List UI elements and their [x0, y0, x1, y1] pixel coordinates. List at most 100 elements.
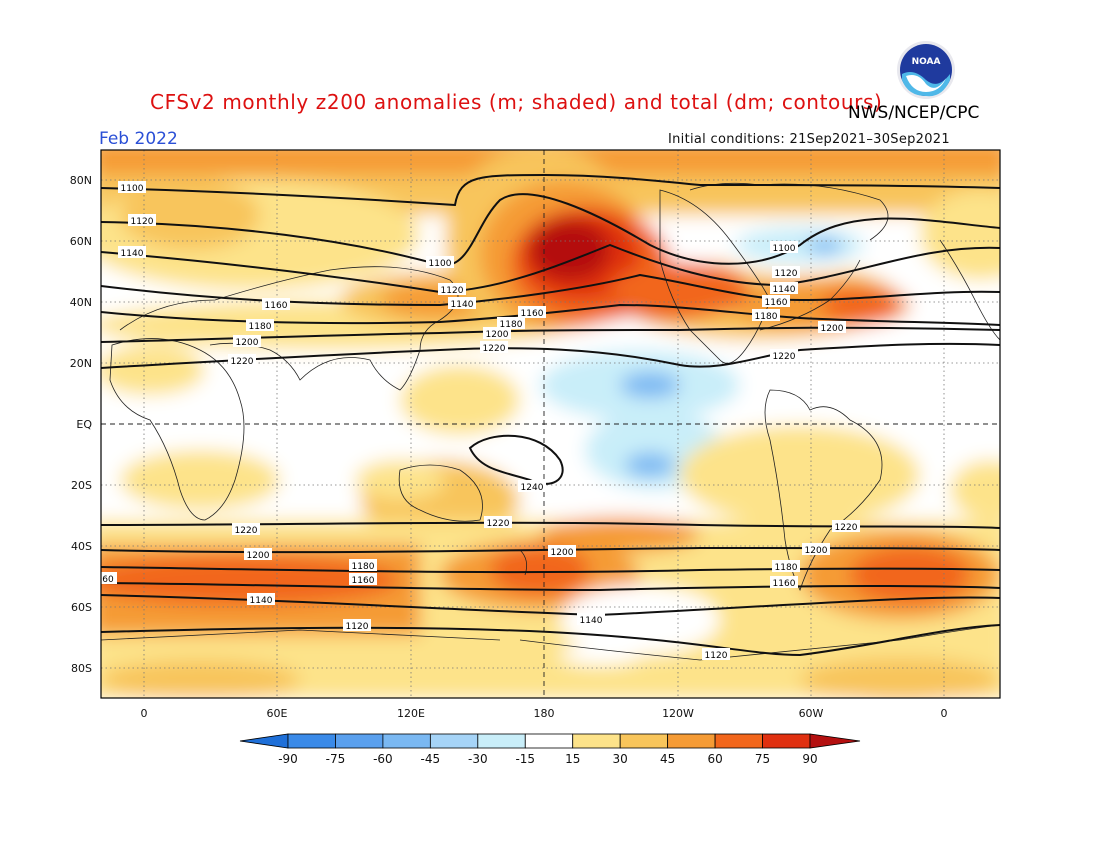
colorbar-tick-label: 45: [660, 752, 675, 766]
noaa-logo: NOAA: [897, 41, 955, 99]
colorbar-tick-label: -75: [326, 752, 346, 766]
contour-label: 1220: [228, 354, 256, 367]
svg-text:1200: 1200: [486, 330, 509, 340]
svg-text:1220: 1220: [231, 357, 254, 367]
lon-label: 60W: [799, 707, 824, 720]
lat-label: 20S: [71, 479, 92, 492]
svg-text:1140: 1140: [451, 300, 474, 310]
contour-label: 1180: [752, 309, 780, 322]
lat-label: 60N: [70, 235, 92, 248]
map-frame: [100, 149, 1001, 699]
contour-label: 1180: [497, 317, 525, 330]
contour-label: 1160: [262, 298, 290, 311]
svg-text:1200: 1200: [805, 546, 828, 556]
contour-label: 1160: [770, 576, 798, 589]
lat-label: EQ: [76, 418, 92, 431]
svg-text:1120: 1120: [705, 651, 728, 661]
contour-label: 1120: [343, 619, 371, 632]
svg-text:1220: 1220: [835, 523, 858, 533]
contour-label: 1200: [244, 548, 272, 561]
lat-label: 60S: [71, 601, 92, 614]
contour-label: 1120: [128, 214, 156, 227]
svg-text:1180: 1180: [755, 312, 778, 322]
colorbar-tick-label: 90: [802, 752, 817, 766]
contour-label: 1140: [118, 246, 146, 259]
map-title: CFSv2 monthly z200 anomalies (m; shaded)…: [150, 90, 883, 114]
colorbar-swatch: [762, 733, 811, 749]
lon-label: 0: [941, 707, 948, 720]
contour-label: 1120: [702, 648, 730, 661]
contour-label: 1220: [770, 349, 798, 362]
svg-text:1180: 1180: [352, 562, 375, 572]
contour-label: 1180: [246, 319, 274, 332]
svg-text:1240: 1240: [521, 483, 544, 493]
svg-text:1220: 1220: [773, 352, 796, 362]
svg-text:1220: 1220: [483, 344, 506, 354]
lat-label: 20N: [70, 357, 92, 370]
svg-text:1120: 1120: [131, 217, 154, 227]
contour-label: 1200: [483, 327, 511, 340]
svg-text:1120: 1120: [441, 286, 464, 296]
initial-conditions: Initial conditions: 21Sep2021–30Sep2021: [668, 132, 950, 147]
colorbar-swatch: [667, 733, 716, 749]
contour-labels: 1100 1120 1140 1160 1180 1200 1220 1100 …: [101, 181, 860, 661]
contour-label: 1140: [577, 613, 605, 626]
contour-label: 1200: [818, 321, 846, 334]
lat-label: 40S: [71, 540, 92, 553]
svg-text:1160: 1160: [773, 579, 796, 589]
colorbar-swatch: [335, 733, 384, 749]
svg-text:1220: 1220: [235, 526, 258, 536]
lon-label: 120W: [662, 707, 694, 720]
contour-label: 1100: [770, 241, 798, 254]
colorbar-swatch: [619, 733, 669, 749]
colorbar-swatch: [714, 733, 763, 749]
colorbar-swatch: [382, 733, 431, 749]
svg-text:60: 60: [102, 575, 114, 585]
svg-text:1100: 1100: [121, 184, 144, 194]
svg-text:1180: 1180: [775, 563, 798, 573]
svg-text:1160: 1160: [352, 576, 375, 586]
contour-label: 1160: [762, 295, 790, 308]
colorbar-swatch: [287, 733, 336, 749]
lat-label: 80N: [70, 174, 92, 187]
svg-text:1140: 1140: [580, 616, 603, 626]
colorbar-tick-label: 75: [755, 752, 770, 766]
colorbar-swatch: [572, 733, 621, 749]
contour-label: 1140: [770, 282, 798, 295]
contour-label: 1220: [832, 520, 860, 533]
colorbar-tick-label: 30: [613, 752, 628, 766]
colorbar: -90 -75 -60 -45 -30 -15 15 30 45 60 75 90: [239, 733, 861, 766]
colorbar-high-arrow: [809, 733, 861, 749]
contour-label: 1200: [548, 545, 576, 558]
svg-text:1160: 1160: [765, 298, 788, 308]
colorbar-tick-label: -90: [278, 752, 298, 766]
colorbar-tick-label: -30: [468, 752, 488, 766]
agency-label: NWS/NCEP/CPC: [848, 103, 980, 123]
colorbar-swatch: [524, 733, 574, 749]
contour-label: 60: [101, 572, 117, 585]
contour-label: 1200: [802, 543, 830, 556]
contour-label: 1180: [349, 559, 377, 572]
colorbar-swatch: [429, 733, 479, 749]
svg-text:1160: 1160: [265, 301, 288, 311]
svg-text:1180: 1180: [500, 320, 523, 330]
svg-text:1120: 1120: [775, 269, 798, 279]
colorbar-tick-label: 60: [707, 752, 722, 766]
contour-label: 1140: [448, 297, 476, 310]
lon-label: 0: [141, 707, 148, 720]
contour-label: 1220: [232, 523, 260, 536]
contour-label: 1140: [247, 593, 275, 606]
lat-label: 40N: [70, 296, 92, 309]
lon-label: 60E: [267, 707, 288, 720]
anomaly-shading: [101, 150, 1000, 698]
contour-label: 1120: [438, 283, 466, 296]
longitude-labels: 0 60E 120E 180 120W 60W 0: [141, 707, 948, 720]
contour-label: 1160: [518, 306, 546, 319]
svg-text:1160: 1160: [521, 309, 544, 319]
svg-text:1100: 1100: [773, 244, 796, 254]
colorbar-tick-label: 15: [565, 752, 580, 766]
svg-text:1140: 1140: [121, 249, 144, 259]
contour-label: 1220: [480, 341, 508, 354]
contour-label: 1240: [518, 480, 546, 493]
svg-text:1200: 1200: [551, 548, 574, 558]
